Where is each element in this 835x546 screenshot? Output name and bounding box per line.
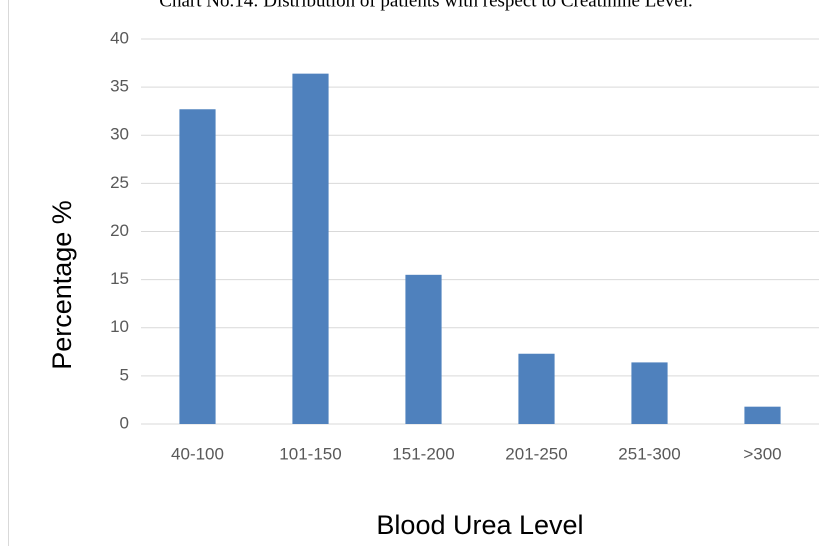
chart-title: Chart No.14: Distribution of patients wi… (159, 0, 692, 11)
bar (631, 362, 668, 424)
x-tick-label: 40-100 (171, 444, 224, 463)
y-tick-label: 30 (110, 125, 129, 144)
y-tick-label: 20 (110, 221, 129, 240)
bar (744, 406, 781, 424)
bar (292, 73, 329, 425)
x-tick-label: 101-150 (279, 444, 341, 463)
x-tick-label: 201-250 (505, 444, 567, 463)
y-tick-label: 40 (110, 28, 129, 47)
y-tick-label: 0 (120, 413, 129, 432)
x-axis-label: Blood Urea Level (376, 510, 583, 540)
bar (518, 353, 555, 424)
x-tick-label: >300 (743, 444, 781, 463)
y-tick-label: 25 (110, 173, 129, 192)
y-tick-label: 15 (110, 269, 129, 288)
bar (179, 109, 216, 424)
y-tick-label: 10 (110, 317, 129, 336)
y-tick-label: 35 (110, 77, 129, 96)
y-tick-label: 5 (120, 365, 129, 384)
y-axis-label: Percentage % (47, 200, 77, 370)
bar (405, 274, 442, 424)
x-tick-label: 251-300 (618, 444, 680, 463)
x-tick-label: 151-200 (392, 444, 454, 463)
